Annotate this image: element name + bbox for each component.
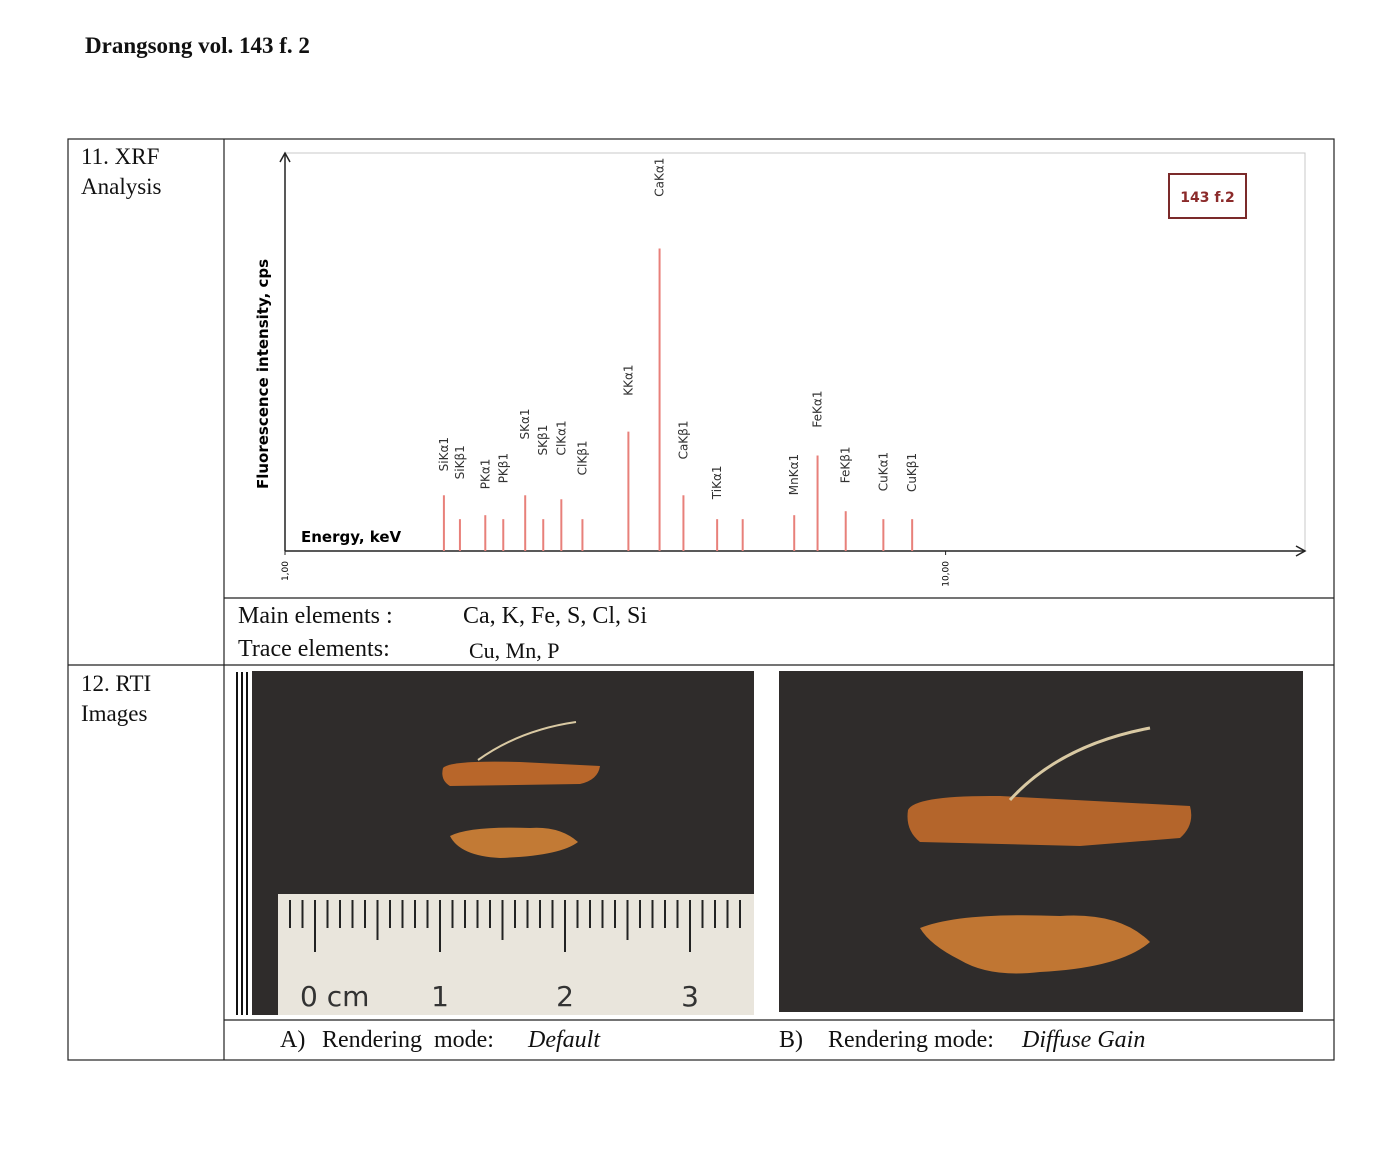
fragment [442, 761, 600, 786]
x-axis-label: Energy, keV [301, 528, 402, 546]
ruler-label: 0 cm [300, 980, 369, 1013]
caption-mode: Default [528, 1027, 600, 1053]
fiber [477, 721, 577, 761]
peak-label: CuKβ1 [905, 453, 919, 492]
caption: Rendering mode: [828, 1027, 994, 1053]
x-tick-label: 10,00 [942, 561, 952, 587]
peak-label: SiKα1 [437, 437, 451, 471]
fiber [1008, 726, 1151, 802]
photo-a [236, 671, 754, 1015]
plot: 1,00 10,00 Fluorescence intensity, cps Ener… [254, 151, 1307, 587]
peak-label: MnKα1 [787, 454, 801, 495]
peak-label: KKα1 [621, 364, 635, 395]
caption-prefix: A) [280, 1027, 306, 1053]
peak-label: PKα1 [478, 459, 492, 490]
peak-label: SKβ1 [536, 425, 550, 456]
peak-label: PKβ1 [496, 453, 510, 483]
peak-label: CaKα1 [653, 158, 667, 197]
peak-label: TiKα1 [710, 466, 724, 501]
ruler-label: 2 [556, 980, 574, 1013]
ruler-label: 1 [431, 980, 449, 1013]
trace-elements-label: Trace elements: [238, 636, 390, 662]
fragment [920, 915, 1150, 974]
main-elements-label: Main elements : [238, 603, 393, 629]
peak-label: ClKβ1 [575, 440, 589, 475]
caption: Rendering mode: [322, 1027, 494, 1053]
x-axis-arrow [1295, 545, 1307, 557]
y-axis-label: Fluorescence intensity, cps [254, 259, 272, 489]
photo-b [779, 671, 1303, 1012]
ruler-ticks [289, 900, 741, 952]
fragment [450, 827, 578, 858]
peak-label: CuKα1 [876, 452, 890, 491]
caption-prefix: B) [779, 1027, 803, 1053]
page-title: Drangsong vol. 143 f. 2 [85, 33, 310, 58]
table-border [67, 138, 1335, 1061]
peak-label: CaKβ1 [676, 421, 690, 460]
main-elements-value: Ca, K, Fe, S, Cl, Si [463, 603, 648, 629]
ruler-labels: 0 cm 1 2 3 [300, 980, 699, 1013]
peak-label: FeKβ1 [839, 447, 853, 484]
peak-label: ClKα1 [554, 420, 568, 455]
x-tick-label: 1,00 [281, 561, 291, 581]
legend-box [1168, 173, 1247, 219]
peak-label: SiKβ1 [453, 445, 467, 479]
xrf-chart: 1,00 10,00 Fluorescence intensity, cps Ener… [254, 151, 1307, 587]
ruler-label: 3 [681, 980, 699, 1013]
y-axis-arrow [279, 151, 291, 163]
peak-label: FeKα1 [811, 391, 825, 428]
legend-label: 143 f.2 [1180, 190, 1234, 206]
section-label: 11. XRF Analysis [81, 144, 162, 199]
trace-elements-value: Cu, Mn, P [469, 638, 560, 663]
peak-label: SKα1 [518, 408, 532, 439]
fragment [907, 795, 1192, 846]
caption-mode: Diffuse Gain [1022, 1027, 1146, 1053]
section-label: 12. RTI Images [81, 671, 152, 726]
